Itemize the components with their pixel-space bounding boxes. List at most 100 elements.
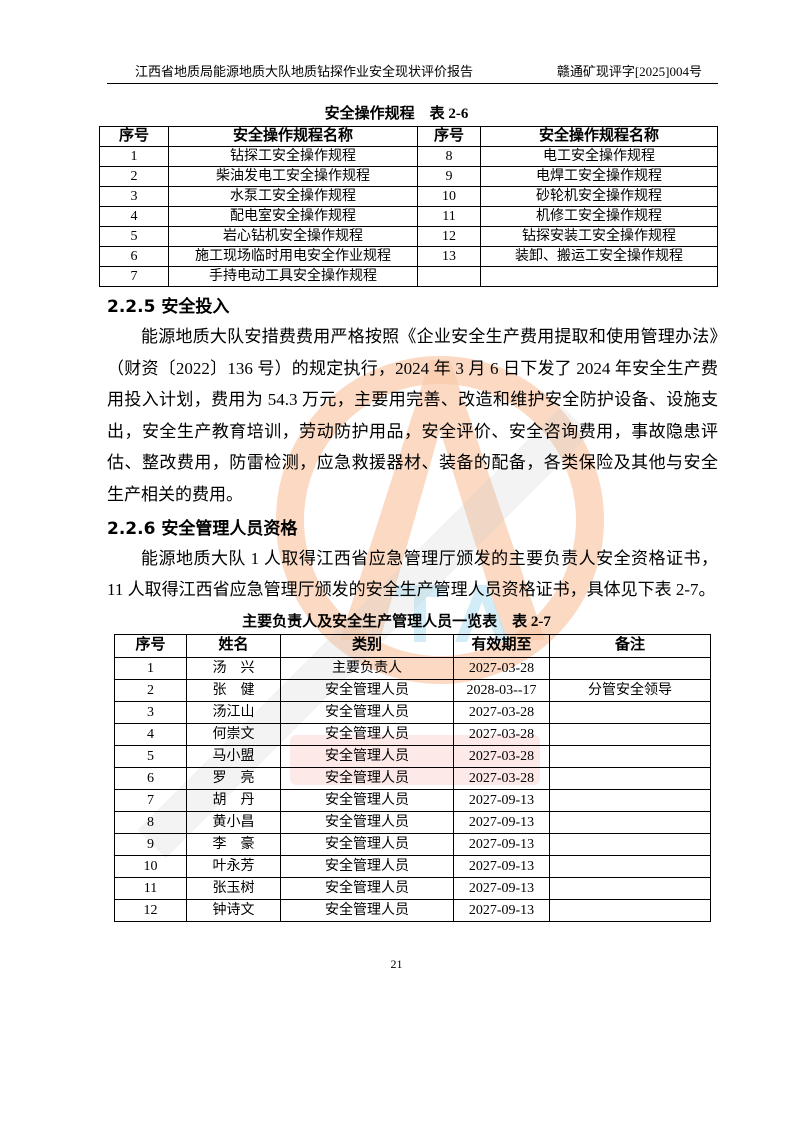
table-cell: 2027-09-13	[453, 810, 550, 834]
table-cell: 13	[417, 246, 481, 267]
table-cell: 叶永芳	[186, 854, 281, 878]
table-row: 1 钻探工安全操作规程 8 电工安全操作规程	[99, 146, 718, 167]
table-cell: 李 豪	[186, 832, 281, 856]
table-row: 10 叶永芳 安全管理人员 2027-09-13	[114, 854, 711, 878]
table-cell: 施工现场临时用电安全作业规程	[168, 246, 418, 267]
table-cell: 水泵工安全操作规程	[168, 186, 418, 207]
table-cell: 手持电动工具安全操作规程	[168, 266, 418, 287]
table-cell: 2027-09-13	[453, 898, 550, 922]
table-cell: 5	[99, 226, 169, 247]
page-header: 江西省地质局能源地质大队地质钻探作业安全现状评价报告 赣通矿现评字[2025]0…	[107, 64, 718, 84]
table-cell: 安全管理人员	[280, 744, 454, 768]
table-cell: 2027-09-13	[453, 854, 550, 878]
table-row: 3 水泵工安全操作规程 10 砂轮机安全操作规程	[99, 186, 718, 207]
table-cell	[549, 876, 711, 900]
table-cell	[549, 854, 711, 878]
table-cell: 马小盟	[186, 744, 281, 768]
table-2-6: 序号 安全操作规程名称 序号 安全操作规程名称 1 钻探工安全操作规程 8 电工安全操…	[99, 126, 718, 287]
table-cell: 胡 丹	[186, 788, 281, 812]
table-cell: 4	[99, 206, 169, 227]
column-header: 安全操作规程名称	[168, 126, 418, 147]
table-cell: 3	[99, 186, 169, 207]
table-cell	[417, 266, 481, 287]
section-2-2-5-paragraph: 能源地质大队安措费费用严格按照《企业安全生产费用提取和使用管理办法》（财资〔20…	[107, 327, 718, 504]
table-cell: 安全管理人员	[280, 854, 454, 878]
table-cell	[549, 744, 711, 768]
page-number: 21	[390, 956, 403, 971]
table-cell	[549, 700, 711, 724]
table-cell: 3	[114, 700, 187, 724]
table-cell: 2027-09-13	[453, 876, 550, 900]
table-cell: 12	[114, 898, 187, 922]
table-cell: 9	[114, 832, 187, 856]
table-cell: 9	[417, 166, 481, 187]
table-row: 2 柴油发电工安全操作规程 9 电焊工安全操作规程	[99, 166, 718, 187]
table-2-7-caption: 主要负责人及安全生产管理人员一览表 表 2-7	[242, 613, 551, 630]
table-cell: 装卸、搬运工安全操作规程	[480, 246, 718, 267]
table-cell: 黄小昌	[186, 810, 281, 834]
table-cell: 配电室安全操作规程	[168, 206, 418, 227]
table-cell: 安全管理人员	[280, 700, 454, 724]
table-cell: 2027-03-28	[453, 722, 550, 746]
table-cell: 张玉树	[186, 876, 281, 900]
table-row: 4 配电室安全操作规程 11 机修工安全操作规程	[99, 206, 718, 227]
table-cell: 岩心钻机安全操作规程	[168, 226, 418, 247]
header-title: 江西省地质局能源地质大队地质钻探作业安全现状评价报告	[135, 64, 474, 79]
table-cell	[549, 810, 711, 834]
table-cell: 钟诗文	[186, 898, 281, 922]
table-cell: 11	[417, 206, 481, 227]
table-cell	[549, 832, 711, 856]
table-cell: 1	[99, 146, 169, 167]
table-row: 11 张玉树 安全管理人员 2027-09-13	[114, 876, 711, 900]
table-cell: 柴油发电工安全操作规程	[168, 166, 418, 187]
column-header: 序号	[417, 126, 481, 147]
table-cell: 2	[99, 166, 169, 187]
column-header: 姓名	[186, 633, 281, 658]
table-row: 7 手持电动工具安全操作规程	[99, 266, 718, 287]
table-2-6-caption: 安全操作规程 表 2-6	[324, 106, 469, 122]
table-cell: 11	[114, 876, 187, 900]
table-cell: 7	[114, 788, 187, 812]
table-cell: 4	[114, 722, 187, 746]
table-cell: 安全管理人员	[280, 876, 454, 900]
table-cell: 何崇文	[186, 722, 281, 746]
column-header: 类别	[280, 633, 454, 658]
table-cell: 2	[114, 678, 187, 702]
table-cell: 8	[417, 146, 481, 167]
column-header: 备注	[549, 633, 711, 658]
section-heading-2-2-6: 2.2.6 安全管理人员资格	[107, 518, 298, 539]
table-cell: 电焊工安全操作规程	[480, 166, 718, 187]
table-row: 6 施工现场临时用电安全作业规程 13 装卸、搬运工安全操作规程	[99, 246, 718, 267]
column-header: 有效期至	[453, 633, 550, 658]
table-cell: 汤 兴	[186, 656, 281, 680]
table-cell	[549, 898, 711, 922]
section-2-2-6-paragraph: 能源地质大队 1 人取得江西省应急管理厅颁发的主要负责人安全资格证书，11 人取…	[107, 548, 718, 600]
table-cell: 安全管理人员	[280, 766, 454, 790]
column-header: 安全操作规程名称	[480, 126, 718, 147]
header-doc-number: 赣通矿现评字[2025]004号	[556, 64, 702, 79]
table-cell: 7	[99, 266, 169, 287]
table-cell: 6	[114, 766, 187, 790]
table-cell	[549, 788, 711, 812]
table-cell: 安全管理人员	[280, 810, 454, 834]
section-heading-2-2-5: 2.2.5 安全投入	[107, 297, 230, 317]
table-cell: 1	[114, 656, 187, 680]
column-header: 序号	[114, 633, 187, 658]
table-cell: 罗 亮	[186, 766, 281, 790]
table-cell: 安全管理人员	[280, 898, 454, 922]
table-row: 8 黄小昌 安全管理人员 2027-09-13	[114, 810, 711, 834]
table-cell: 主要负责人	[280, 656, 454, 680]
table-cell: 2027-09-13	[453, 788, 550, 812]
table-cell: 2027-03-28	[453, 700, 550, 724]
table-cell: 钻探工安全操作规程	[168, 146, 418, 167]
table-cell: 安全管理人员	[280, 832, 454, 856]
table-row: 5 马小盟 安全管理人员 2027-03-28	[114, 744, 711, 768]
table-row: 3 汤江山 安全管理人员 2027-03-28	[114, 700, 711, 724]
table-row: 12 钟诗文 安全管理人员 2027-09-13	[114, 898, 711, 922]
table-cell: 6	[99, 246, 169, 267]
